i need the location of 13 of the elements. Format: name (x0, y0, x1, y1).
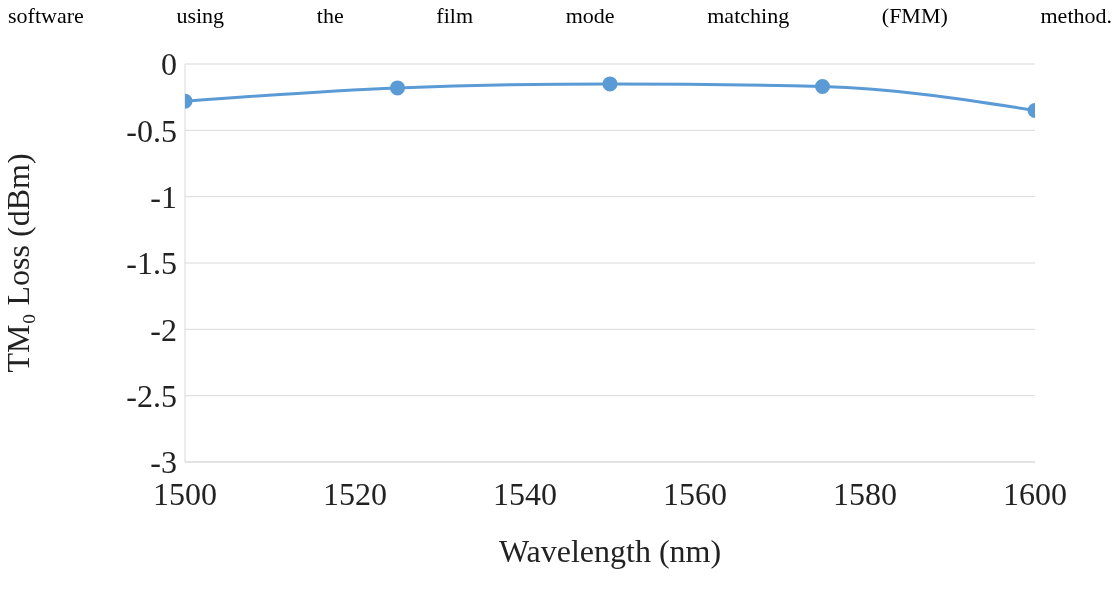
y-tick-label: -1 (150, 179, 177, 216)
y-tick-label: -2 (150, 311, 177, 348)
x-tick-label: 1540 (493, 475, 557, 512)
y-tick-label: 0 (161, 46, 177, 83)
y-tick-label: -0.5 (126, 112, 177, 149)
x-tick-label: 1580 (833, 475, 897, 512)
text: software using the film mode matching (FMM) method. (8, 2, 1112, 30)
y-tick-label: -2.5 (126, 378, 177, 415)
x-tick-label: 1520 (323, 475, 387, 512)
x-tick-label: 1560 (663, 475, 727, 512)
y-tick-label: -1.5 (126, 245, 177, 282)
x-tick-label: 1600 (1003, 475, 1067, 512)
x-axis-title: Wavelength (nm) (498, 533, 722, 569)
